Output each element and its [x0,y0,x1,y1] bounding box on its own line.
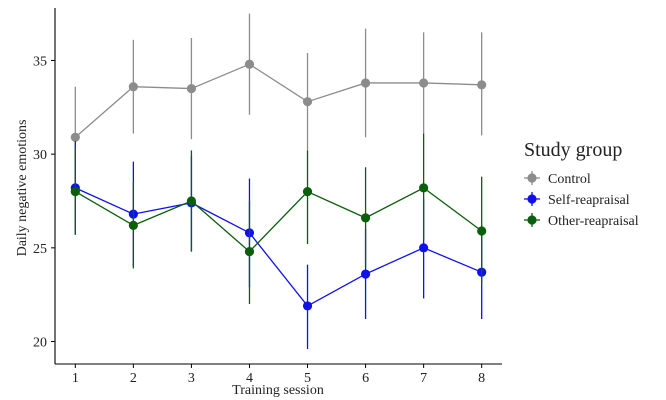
x-axis-label: Training session [232,383,324,398]
series-control [70,13,487,188]
legend-key-point [527,173,537,183]
x-tick-label: 5 [304,371,311,386]
data-point [128,220,138,230]
x-tick-label: 2 [130,371,137,386]
legend: Study group Control Self-reapraisal Other-… [524,139,639,229]
legend-item-self-reapraisal: Self-reapraisal [524,192,630,208]
data-point [70,132,80,142]
data-point [244,246,255,257]
data-point [186,83,197,94]
data-point [477,80,487,90]
legend-label: Other-reapraisal [548,214,639,229]
legend-item-other-reapraisal: Other-reapraisal [524,213,639,229]
data-point [128,82,138,92]
y-ticks: 20 25 30 35 [33,54,55,351]
data-point [70,187,80,197]
y-tick-label: 20 [33,336,47,351]
series-line [75,187,482,307]
y-tick-label: 25 [33,242,47,257]
data-point [302,187,313,197]
data-point [186,196,197,206]
x-tick-label: 6 [362,371,369,386]
legend-items: Control Self-reapraisal Other-reapraisal [524,171,639,229]
legend-title: Study group [524,139,622,161]
data-point [360,78,371,88]
data-point [302,97,313,107]
data-point [477,226,487,236]
series-line [74,63,482,138]
series-layer [70,13,487,350]
series-other-reapraisal [70,133,487,305]
x-tick-label: 4 [246,371,253,386]
plot-area: 20 25 30 35 1 2 3 4 5 6 7 8 [33,8,502,386]
legend-label: Control [548,172,591,187]
data-point [302,301,313,311]
x-tick-label: 3 [188,371,195,386]
x-tick-label: 8 [478,371,485,386]
data-point [419,78,429,88]
data-point [244,59,255,69]
data-point [419,183,429,193]
y-tick-label: 35 [33,54,47,69]
x-tick-label: 7 [420,371,427,386]
y-axis-label: Daily negative emotions [15,120,30,257]
legend-key-point [527,194,537,204]
data-point [419,243,429,253]
legend-label: Self-reapraisal [548,193,630,208]
series-line [74,187,483,253]
legend-key-point [527,215,537,225]
data-point [360,269,371,279]
y-tick-label: 30 [33,148,47,163]
x-ticks: 1 2 3 4 5 6 7 8 [72,364,485,386]
data-point [360,213,371,223]
legend-item-control: Control [524,171,591,187]
x-tick-label: 1 [72,371,79,386]
